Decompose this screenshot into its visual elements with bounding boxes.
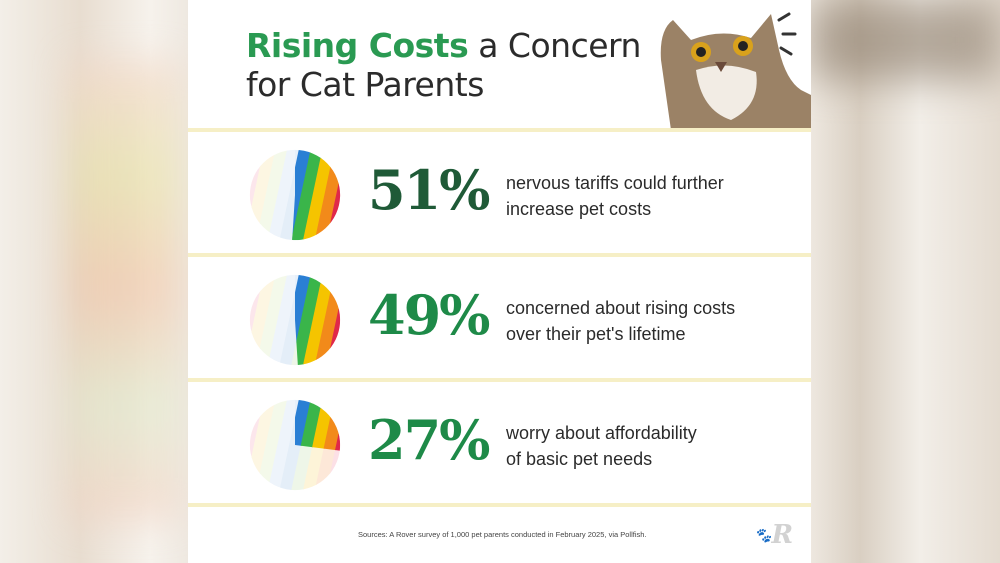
title-line1: a Concern <box>468 26 641 65</box>
divider <box>188 378 811 382</box>
title-highlight: Rising Costs <box>246 26 469 65</box>
pie-stripe <box>264 274 304 366</box>
blurred-background-left <box>70 60 180 520</box>
page-title: Rising Costs a Concern for Cat Parents <box>246 26 641 104</box>
rainbow-pie-chart <box>249 149 341 241</box>
stat-percent: 51% <box>368 158 490 222</box>
pie-stripe <box>292 149 316 241</box>
pie-stripe <box>253 399 293 491</box>
rover-logo: 🐾R <box>754 520 794 550</box>
stat-row: 27% worry about affordability of basic pe… <box>188 382 811 502</box>
pie-stripe <box>298 274 338 366</box>
pie-stripe <box>298 149 338 241</box>
stat-description: concerned about rising costs over their p… <box>506 298 736 344</box>
blurred-background-right <box>810 0 1000 80</box>
cat-photo <box>660 12 811 130</box>
stat-percent: 49% <box>368 283 490 347</box>
stat-row: 49% concerned about rising costs over the… <box>188 257 811 377</box>
stat-description: nervous tariffs could further increase pe… <box>506 173 724 219</box>
title-line2: for Cat Parents <box>246 65 484 104</box>
pie-stripe <box>253 274 293 366</box>
divider <box>188 253 811 257</box>
rainbow-pie-chart <box>249 274 341 366</box>
pie-stripe <box>292 149 327 241</box>
source-note: Sources: A Rover survey of 1,000 pet par… <box>358 530 647 539</box>
stat-description: worry about affordability of basic pet ne… <box>506 423 697 469</box>
infographic-card: Rising Costs a Concern for Cat Parents 5… <box>188 0 811 563</box>
stat-row: 51% nervous tariffs could further increas… <box>188 132 811 252</box>
rainbow-pie-chart <box>249 399 341 491</box>
pie-stripe <box>295 274 316 366</box>
pie-stripe <box>253 149 293 241</box>
pie-stripe <box>264 399 304 491</box>
divider <box>188 503 811 507</box>
pie-stripe <box>264 149 304 241</box>
divider <box>188 128 811 132</box>
stat-percent: 27% <box>368 408 490 472</box>
